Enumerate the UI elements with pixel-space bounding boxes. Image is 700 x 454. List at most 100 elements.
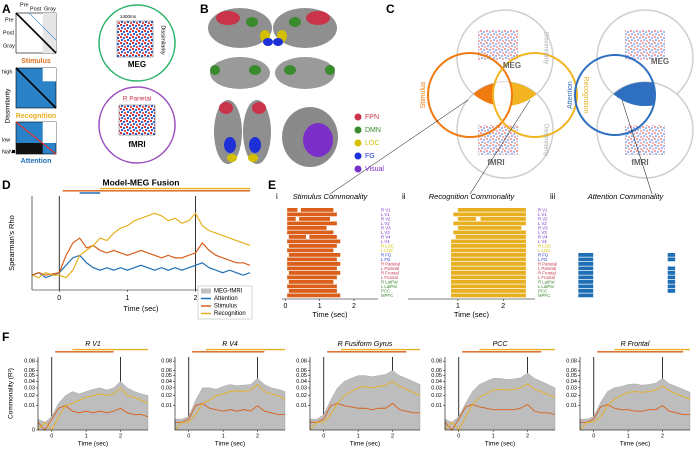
x-tick-label: 0 [283, 303, 287, 310]
meg-label: MEG [128, 60, 146, 69]
significant-interval [451, 275, 526, 280]
legend-label: Attention [214, 296, 238, 302]
roi-label: L Frontal [381, 275, 398, 280]
y-tick-label: 0.08 [296, 359, 307, 365]
model-label: Recognition [582, 77, 589, 114]
nan-swatch [12, 150, 15, 153]
commonality-region [597, 82, 655, 106]
panel-a: Pre Post Gray Pre Post Gray Stimulus Rec… [2, 2, 176, 165]
y-tick-label: 0.01 [296, 403, 307, 409]
significant-interval [578, 257, 594, 262]
significant-interval [578, 289, 594, 293]
roi-label: L Parietal [538, 266, 556, 271]
significant-interval [453, 221, 526, 226]
series-line [309, 380, 421, 431]
y-tick-label: 0.03 [24, 385, 35, 391]
fmri-roi: R Parietal [123, 96, 152, 103]
y-axis-label: Commonality (R²) [8, 368, 15, 419]
chart-title: R V4 [222, 341, 238, 348]
significant-interval [287, 266, 337, 271]
roi-label: L V4 [538, 239, 547, 244]
y-tick-label: 0.02 [566, 393, 577, 399]
significant-interval [451, 271, 526, 275]
y-tick-label: 0.08 [24, 359, 35, 365]
rdm-image [116, 20, 154, 58]
scale-low: low [2, 137, 10, 143]
panel-label: F [2, 330, 9, 344]
y-tick-label: 0.02 [24, 393, 35, 399]
significant-interval [287, 262, 341, 266]
legend-label: FG [365, 153, 375, 160]
subpanel-numeral: i [276, 192, 278, 201]
significant-interval [288, 280, 334, 284]
y-tick-label: 0.01 [431, 403, 442, 409]
x-tick-label: 0 [322, 433, 325, 439]
fmri-label: fMRI [128, 140, 145, 149]
chart-title: Attention Commonality [587, 192, 665, 201]
legend-label: Visual [365, 166, 384, 173]
area [37, 381, 149, 431]
legend-label: Recognition [214, 311, 246, 317]
significant-interval [667, 257, 676, 262]
significant-interval [578, 262, 594, 266]
subpanel-numeral: iii [550, 192, 556, 201]
panel-b [208, 8, 338, 167]
significant-interval [451, 253, 526, 257]
x-tick-label: 2 [256, 433, 259, 439]
roi-label: R Frontal [538, 270, 556, 275]
dissimilarity-label: Dissimilarity [542, 124, 548, 156]
model-label: Stimulus [420, 81, 427, 108]
y-tick-label: 0.08 [161, 359, 172, 365]
roi-label: L LOC [381, 248, 393, 253]
panel-label: C [386, 2, 395, 16]
significant-interval [287, 217, 296, 221]
matrix-diagonal [15, 121, 57, 155]
x-axis-label: Time (sec) [78, 441, 108, 448]
matrix-label: Gray [3, 43, 15, 49]
matrix-diagonal [15, 67, 57, 109]
y-axis-label: Spearman's Rho [7, 215, 16, 271]
roi-label: L V1 [381, 212, 390, 217]
roi-label: R FG [381, 252, 392, 257]
area [309, 370, 421, 431]
significant-interval [299, 217, 330, 221]
y-tick-label: 0.01 [566, 403, 577, 409]
x-tick-label: 2 [661, 433, 664, 439]
x-tick-label: 0 [187, 433, 190, 439]
y-tick-label: 0.05 [296, 373, 307, 379]
x-tick-label: 1 [627, 433, 630, 439]
roi-label: L LatPar [381, 284, 398, 289]
x-tick-label: 2 [391, 433, 394, 439]
y-tick-label: 0.08 [566, 359, 577, 365]
x-tick-label: 1 [85, 433, 88, 439]
legend-label: Stimulus [214, 304, 237, 310]
meg-circle [98, 4, 176, 82]
legend-dot [354, 139, 362, 147]
panel-label: B [200, 2, 209, 16]
roi-label: R V3 [381, 225, 391, 230]
chart-title: PCC [493, 341, 509, 348]
roi-label: R LOC [538, 243, 551, 248]
chart-title: R Fusiform Gyrus [338, 341, 393, 348]
attention-circle [574, 54, 656, 136]
pointer-line [469, 99, 531, 195]
y-tick-label: 0.04 [161, 379, 172, 385]
x-tick-label: 2 [194, 295, 198, 302]
dissimilarity-label: Dissimilarity [160, 25, 166, 55]
model-label: Attention [567, 81, 574, 109]
significant-interval [667, 275, 676, 280]
panel-label: A [2, 2, 11, 16]
roi-label: R Frontal [381, 270, 399, 275]
significant-interval [667, 280, 676, 284]
y-tick-label: 0.08 [431, 359, 442, 365]
legend-dot [354, 113, 362, 121]
x-axis-label: Time (sec) [350, 441, 380, 448]
chart-title: Stimulus Commonality [293, 192, 369, 201]
matrix-label: Pre [20, 2, 29, 8]
significant-interval [457, 226, 522, 230]
y-tick-label: 0.01 [161, 403, 172, 409]
significant-interval [578, 253, 594, 257]
roi-label: L V4 [381, 239, 390, 244]
roi-label: R LOC [381, 243, 394, 248]
